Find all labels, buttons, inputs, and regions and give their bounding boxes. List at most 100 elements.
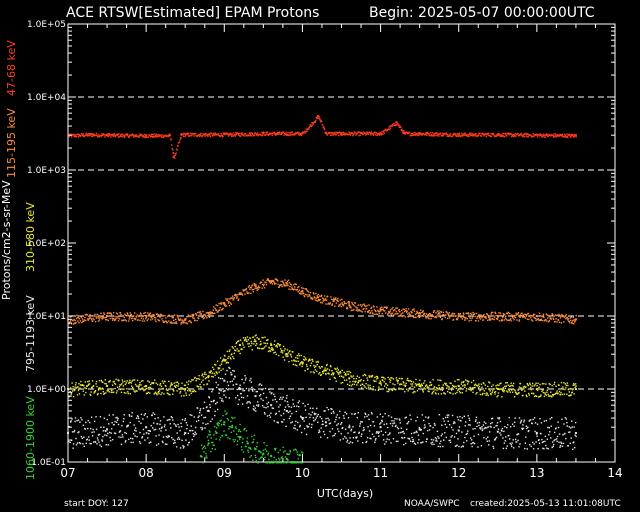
data-point bbox=[397, 382, 399, 384]
data-point bbox=[462, 312, 465, 314]
data-point bbox=[228, 134, 231, 136]
data-point bbox=[441, 318, 444, 320]
data-point bbox=[436, 315, 438, 317]
data-point bbox=[312, 407, 314, 410]
data-point bbox=[195, 379, 197, 382]
data-point bbox=[192, 317, 194, 319]
data-point bbox=[188, 380, 190, 382]
data-point bbox=[264, 413, 266, 415]
data-point bbox=[237, 435, 239, 438]
data-point bbox=[245, 289, 247, 291]
data-point bbox=[452, 429, 454, 431]
data-point bbox=[549, 383, 551, 386]
data-point bbox=[486, 440, 488, 442]
data-point bbox=[287, 284, 289, 287]
data-point bbox=[336, 370, 338, 373]
data-point bbox=[163, 426, 166, 428]
data-point bbox=[111, 422, 113, 424]
data-point bbox=[83, 320, 85, 322]
data-point bbox=[281, 398, 283, 400]
data-point bbox=[453, 436, 456, 438]
data-point bbox=[281, 421, 284, 423]
data-point bbox=[186, 427, 188, 430]
data-point bbox=[405, 382, 407, 385]
data-point bbox=[448, 424, 451, 426]
data-point bbox=[398, 308, 401, 311]
data-point bbox=[479, 393, 482, 396]
data-point bbox=[467, 424, 470, 426]
data-point bbox=[92, 384, 95, 387]
data-point bbox=[125, 382, 128, 384]
data-point bbox=[357, 310, 359, 312]
data-point bbox=[312, 298, 314, 300]
data-point bbox=[333, 297, 335, 299]
data-point bbox=[228, 426, 231, 428]
data-point bbox=[219, 397, 221, 399]
data-point bbox=[238, 132, 241, 135]
data-point bbox=[103, 392, 106, 395]
data-point bbox=[450, 436, 452, 438]
data-point bbox=[412, 316, 415, 318]
data-point bbox=[504, 317, 507, 319]
data-point bbox=[488, 319, 491, 321]
data-point bbox=[536, 423, 539, 425]
data-point bbox=[527, 426, 529, 428]
data-point bbox=[436, 389, 438, 391]
data-point bbox=[176, 381, 179, 383]
data-point bbox=[245, 288, 248, 290]
data-point bbox=[365, 132, 368, 134]
data-point bbox=[413, 133, 416, 136]
data-point bbox=[520, 315, 522, 317]
data-point bbox=[510, 443, 512, 446]
data-point bbox=[358, 380, 360, 382]
data-point bbox=[241, 132, 243, 134]
data-point bbox=[490, 133, 492, 135]
data-point bbox=[420, 309, 422, 312]
data-point bbox=[428, 422, 430, 425]
data-point bbox=[200, 444, 203, 447]
data-point bbox=[543, 420, 546, 422]
data-point bbox=[345, 374, 347, 376]
data-point bbox=[205, 315, 207, 318]
data-point bbox=[195, 314, 198, 316]
data-point bbox=[383, 443, 386, 445]
data-point bbox=[228, 428, 230, 430]
data-point bbox=[278, 345, 281, 347]
data-point bbox=[530, 317, 532, 319]
data-point bbox=[155, 382, 157, 384]
data-point bbox=[187, 383, 190, 385]
data-point bbox=[160, 314, 163, 316]
data-point bbox=[276, 133, 278, 135]
data-point bbox=[125, 314, 127, 316]
data-point bbox=[269, 416, 272, 418]
data-point bbox=[382, 131, 384, 133]
data-point bbox=[258, 450, 261, 452]
data-point bbox=[273, 462, 275, 464]
data-point bbox=[451, 384, 454, 387]
data-point bbox=[464, 425, 466, 427]
data-point bbox=[107, 444, 109, 446]
data-point bbox=[284, 456, 287, 458]
data-point bbox=[239, 423, 241, 426]
data-point bbox=[349, 133, 351, 136]
data-point bbox=[511, 314, 513, 317]
data-point bbox=[468, 315, 471, 318]
data-point bbox=[210, 420, 212, 423]
data-point bbox=[539, 383, 541, 386]
data-point bbox=[214, 307, 216, 310]
data-point bbox=[264, 448, 267, 450]
data-point bbox=[70, 393, 72, 395]
data-point bbox=[512, 135, 515, 138]
data-point bbox=[102, 390, 105, 393]
data-point bbox=[201, 373, 204, 375]
data-point bbox=[329, 422, 332, 424]
data-point bbox=[456, 391, 458, 394]
data-point bbox=[386, 314, 389, 316]
data-point bbox=[165, 317, 167, 319]
data-point bbox=[310, 371, 312, 373]
data-point bbox=[161, 380, 164, 382]
data-point bbox=[291, 131, 294, 133]
data-point bbox=[112, 391, 115, 393]
data-point bbox=[98, 433, 101, 436]
